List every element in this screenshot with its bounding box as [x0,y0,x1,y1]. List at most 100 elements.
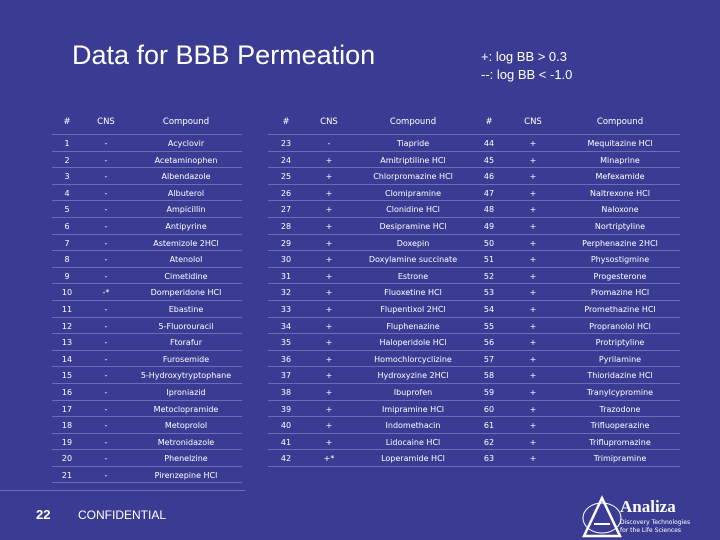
cns-value: - [82,317,130,335]
cns-value: + [506,400,560,418]
cns-value: + [304,283,354,301]
table-row: 58 + Thioridazine HCl [472,366,680,384]
table-row: 5- Ampicillin [52,200,242,218]
cns-value: + [304,234,354,252]
cns-value: - [82,234,130,252]
compound-name: Nortriptyline [560,217,680,235]
compound-name: Naloxone [560,200,680,218]
compound-name: Ebastine [130,300,242,318]
compound-number: 19 [52,433,82,451]
table-row: 27 + Clonidine HCl [268,200,472,218]
compound-number: 46 [472,167,506,185]
compound-name: Tranylcypromine [560,383,680,401]
compound-number: 42 [268,449,304,467]
compound-name: Promethazine HCl [560,300,680,318]
table-row: 9- Cimetidine [52,267,242,285]
table-row: 46 + Mefexamide [472,167,680,185]
compound-name: Pirenzepine HCl [130,466,242,484]
compound-name: Progesterone [560,267,680,285]
cns-value: -* [82,283,130,301]
compound-number: 5 [52,200,82,218]
cns-value: + [506,416,560,434]
cns-value: + [304,167,354,185]
table-row: 7- Astemizole 2HCl [52,234,242,252]
table-row: 44 + Mequitazine HCl [472,134,680,152]
table-row: 42 +* Loperamide HCl [268,449,472,467]
compound-name: Naltrexone HCl [560,184,680,202]
cns-value: - [82,416,130,434]
compound-number: 4 [52,184,82,202]
compound-name: Ftorafur [130,333,242,351]
cns-value: + [506,317,560,335]
compound-number: 18 [52,416,82,434]
cns-value: - [82,134,130,152]
cns-value: + [506,267,560,285]
compound-number: 36 [268,350,304,368]
compound-number: 28 [268,217,304,235]
cns-value: + [506,200,560,218]
compound-name: Desipramine HCl [354,217,472,235]
confidential-label: CONFIDENTIAL [78,508,167,522]
table-row: 13- Ftorafur [52,333,242,351]
cns-value: + [304,400,354,418]
table-row: 25 + Chlorpromazine HCl [268,167,472,185]
compound-name: Fluphenazine [354,317,472,335]
cns-value: - [82,466,130,484]
cns-value: + [506,217,560,235]
cns-value: + [304,200,354,218]
header-cns: CNS [304,110,354,135]
cns-value: - [82,433,130,451]
cns-value: + [506,184,560,202]
compound-name: 5-Hydroxytryptophane [130,366,242,384]
compound-number: 56 [472,333,506,351]
compound-number: 33 [268,300,304,318]
compound-name: Mequitazine HCl [560,134,680,152]
table-row: 30 + Doxylamine succinate [268,250,472,268]
compound-number: 11 [52,300,82,318]
table-row: 63 + Trimipramine [472,449,680,467]
analiza-logo-icon [582,495,622,538]
table-row: 62 + Triflupromazine [472,433,680,451]
cns-value: + [506,151,560,169]
compound-name: Phenelzine [130,449,242,467]
compound-number: 50 [472,234,506,252]
table-row: 48 + Naloxone [472,200,680,218]
cns-value: + [304,350,354,368]
table-row: 16- Iproniazid [52,383,242,401]
compound-name: Metoprolol [130,416,242,434]
cns-value: - [82,250,130,268]
compound-number: 2 [52,151,82,169]
compound-number: 14 [52,350,82,368]
compound-number: 31 [268,267,304,285]
table-row: 4- Albuterol [52,184,242,202]
cns-value: + [506,283,560,301]
compound-name: Ampicillin [130,200,242,218]
cns-value: - [82,300,130,318]
compound-name: Haloperidole HCl [354,333,472,351]
header-compound: Compound [354,110,472,135]
cns-value: + [506,383,560,401]
compound-number: 9 [52,267,82,285]
table-row: 19- Metronidazole [52,433,242,451]
cns-value: + [506,366,560,384]
compound-name: Perphenazine 2HCl [560,234,680,252]
table-row: 1- Acyclovir [52,134,242,152]
table-row: 41 + Lidocaine HCl [268,433,472,451]
compound-number: 35 [268,333,304,351]
compound-name: Indomethacin [354,416,472,434]
compound-name: Promazine HCl [560,283,680,301]
header-compound: Compound [130,110,242,135]
legend-plus: +: log BB > 0.3 [481,49,568,64]
compound-name: Protriptyline [560,333,680,351]
logo-name: Analiza [620,497,676,516]
legend-minus: --: log BB < -1.0 [481,67,573,82]
cns-value: - [304,134,354,152]
table-row: 59 + Tranylcypromine [472,383,680,401]
compound-name: Cimetidine [130,267,242,285]
footer-divider [0,490,245,491]
table-row: 55 + Propranolol HCl [472,317,680,335]
table-row: 17- Metoclopramide [52,400,242,418]
table-row: 60 + Trazodone [472,400,680,418]
cns-value: - [82,167,130,185]
compound-name: Minaprine [560,151,680,169]
